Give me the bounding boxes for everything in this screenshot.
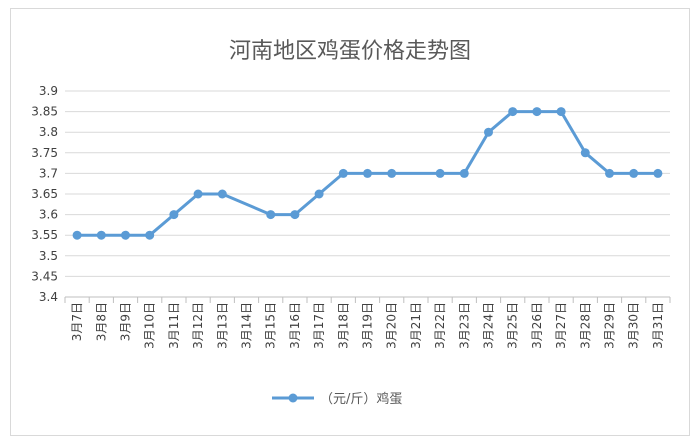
data-point: [145, 230, 155, 240]
data-point: [72, 230, 82, 240]
y-tick-label: 3.45: [31, 269, 58, 283]
x-tick-label: 3月15日: [264, 302, 278, 349]
x-tick-label: 3月9日: [119, 302, 133, 341]
x-tick-label: 3月8日: [94, 302, 108, 341]
y-tick-label: 3.5: [39, 249, 58, 263]
x-tick-label: 3月28日: [578, 302, 592, 349]
chart-title: 河南地区鸡蛋价格走势图: [229, 39, 471, 64]
series-group: [72, 107, 663, 240]
x-tick-label: 3月21日: [409, 302, 423, 349]
y-tick-label: 3.85: [31, 105, 58, 119]
y-tick-label: 3.9: [39, 84, 58, 98]
chart-frame: [10, 8, 690, 436]
x-tick-label: 3月11日: [167, 302, 181, 349]
data-point: [459, 168, 469, 178]
data-point: [484, 127, 493, 137]
x-tick-label: 3月20日: [385, 302, 399, 349]
data-point: [387, 168, 397, 178]
data-point: [290, 210, 300, 220]
x-tick-label: 3月14日: [240, 302, 254, 349]
x-tick-label: 3月16日: [288, 302, 302, 349]
y-tick-label: 3.55: [31, 228, 58, 242]
legend-marker: [288, 393, 298, 403]
data-point: [629, 168, 639, 178]
data-point: [653, 168, 663, 178]
x-tick-label: 3月17日: [312, 302, 326, 349]
data-point: [96, 230, 106, 240]
data-point: [363, 168, 372, 178]
x-tick-label: 3月29日: [603, 302, 617, 349]
x-tick-label: 3月13日: [215, 302, 229, 349]
x-tick-label: 3月25日: [506, 302, 520, 349]
x-tick-label: 3月19日: [361, 302, 375, 349]
x-tick-label: 3月24日: [482, 302, 496, 349]
data-point: [508, 107, 518, 117]
data-point: [435, 168, 445, 178]
y-tick-label: 3.4: [39, 290, 58, 304]
legend: （元/斤）鸡蛋: [272, 391, 402, 407]
data-point: [169, 210, 179, 220]
y-tick-label: 3.75: [31, 146, 58, 160]
data-point: [314, 189, 324, 199]
y-tick-label: 3.65: [31, 187, 58, 201]
legend-label: （元/斤）鸡蛋: [320, 391, 402, 407]
data-point: [532, 107, 542, 117]
y-tick-label: 3.8: [39, 125, 58, 139]
x-tick-label: 3月10日: [143, 302, 157, 349]
x-axis: 3月7日 3月8日 3月9日 3月10日 3月11日 3月12日 3月13日 3月14日 3月1…: [64, 297, 671, 349]
data-point: [556, 107, 566, 117]
x-tick-label: 3月23日: [457, 302, 471, 349]
data-point: [266, 210, 276, 220]
x-tick-label: 3月12日: [191, 302, 205, 349]
x-tick-label: 3月7日: [70, 302, 84, 341]
y-tick-label: 3.6: [39, 208, 58, 222]
y-tick-label: 3.7: [39, 166, 58, 180]
grid-lines: [65, 90, 670, 298]
data-point: [217, 189, 227, 199]
data-point: [580, 148, 590, 158]
x-tick-label: 3月27日: [554, 302, 568, 349]
x-tick-label: 3月18日: [336, 302, 350, 349]
y-axis: 3.4 3.45 3.5 3.55 3.6 3.65 3.7 3.75 3.8 3.85 3.9: [31, 84, 58, 304]
data-point: [605, 168, 614, 178]
x-tick-label: 3月30日: [627, 302, 641, 349]
x-tick-label: 3月22日: [433, 302, 447, 349]
data-point: [121, 230, 130, 240]
data-point: [338, 168, 348, 178]
x-tick-label: 3月31日: [651, 302, 665, 349]
x-tick-label: 3月26日: [530, 302, 544, 349]
data-point: [193, 189, 203, 199]
